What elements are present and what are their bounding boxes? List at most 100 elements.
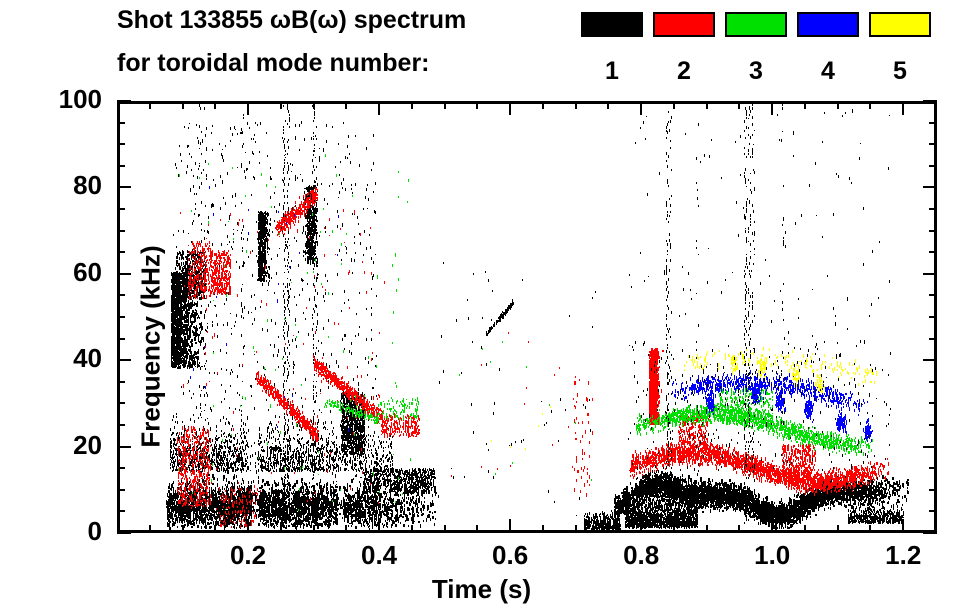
page-title-line1: Shot 133855 ωB(ω) spectrum [117,6,466,35]
y-tick-right [929,424,937,426]
x-tick-top [476,101,478,109]
y-axis-title: Frequency (kHz) [136,197,167,497]
x-tick [149,525,151,533]
x-tick-top [182,101,184,109]
legend-label-mode-n3: 3 [725,57,787,86]
x-tick-top [640,101,642,115]
x-tick [771,519,773,533]
x-tick [575,525,577,533]
y-tick-right [923,100,937,102]
y-tick [117,100,131,102]
x-tick-top [738,101,740,109]
x-tick-top [575,101,577,109]
x-tick [378,519,380,533]
legend-label-mode-n4: 4 [797,57,859,86]
y-tick-right [929,510,937,512]
x-tick [706,525,708,533]
legend-swatch-mode-n1 [581,12,643,37]
y-tick [117,294,125,296]
y-tick [117,446,131,448]
legend-label-mode-n5: 5 [869,57,931,86]
y-tick-right [923,273,937,275]
x-tick-top [444,101,446,109]
x-tick [214,525,216,533]
legend-swatch-mode-n4 [797,12,859,37]
x-tick [313,525,315,533]
x-tick-top [706,101,708,109]
y-tick-right [929,165,937,167]
y-tick-right [923,446,937,448]
x-tick-top [149,101,151,109]
y-tick [117,381,125,383]
x-tick-top [214,101,216,109]
y-tick [117,122,125,124]
legend-label-mode-n2: 2 [653,57,715,86]
y-tick-right [929,467,937,469]
y-tick [117,273,131,275]
x-tick [837,525,839,533]
y-tick [117,316,125,318]
y-tick [117,186,131,188]
legend-label-mode-n1: 1 [581,57,643,86]
x-tick [738,525,740,533]
x-tick-top [902,101,904,115]
y-tick [117,251,125,253]
y-tick-right [929,489,937,491]
x-tick-label: 1.0 [727,540,817,571]
x-tick [280,525,282,533]
spectrogram-plot: Frequency (kHz) [117,101,937,533]
x-tick-label: 1.2 [858,540,948,571]
y-tick-right [929,208,937,210]
legend-swatch-mode-n3 [725,12,787,37]
x-tick-label: 0.4 [334,540,424,571]
x-tick-top [771,101,773,115]
x-tick [607,525,609,533]
x-tick-top [837,101,839,109]
x-tick [869,525,871,533]
y-tick-label: 80 [12,170,102,201]
y-tick-right [923,532,937,534]
y-tick-right [929,316,937,318]
y-tick [117,230,125,232]
x-tick [247,519,249,533]
x-axis-title: Time (s) [0,574,963,605]
x-tick-label: 0.6 [465,540,555,571]
x-tick-top [411,101,413,109]
y-tick-right [929,338,937,340]
y-tick-right [923,359,937,361]
x-tick-top [313,101,315,109]
y-tick [117,338,125,340]
x-tick-top [869,101,871,109]
x-tick [444,525,446,533]
y-tick-right [929,294,937,296]
x-tick-top [607,101,609,109]
x-tick [640,519,642,533]
y-tick-right [929,230,937,232]
legend-swatch-mode-n2 [653,12,715,37]
y-tick-right [929,251,937,253]
y-tick [117,467,125,469]
x-tick-top [804,101,806,109]
x-tick [902,519,904,533]
x-tick [411,525,413,533]
x-tick [182,525,184,533]
y-tick-label: 100 [12,84,102,115]
y-tick-right [929,122,937,124]
page-title-line2: for toroidal mode number: [117,49,430,78]
y-tick [117,143,125,145]
x-tick-label: 0.8 [596,540,686,571]
y-tick [117,532,131,534]
y-tick-label: 0 [12,516,102,547]
x-tick [804,525,806,533]
y-tick-right [929,381,937,383]
y-tick [117,489,125,491]
x-tick [345,525,347,533]
x-tick-top [542,101,544,109]
x-tick-top [280,101,282,109]
x-tick-top [378,101,380,115]
x-tick-top [345,101,347,109]
y-tick-label: 40 [12,343,102,374]
y-tick [117,510,125,512]
x-tick [673,525,675,533]
x-tick-top [247,101,249,115]
